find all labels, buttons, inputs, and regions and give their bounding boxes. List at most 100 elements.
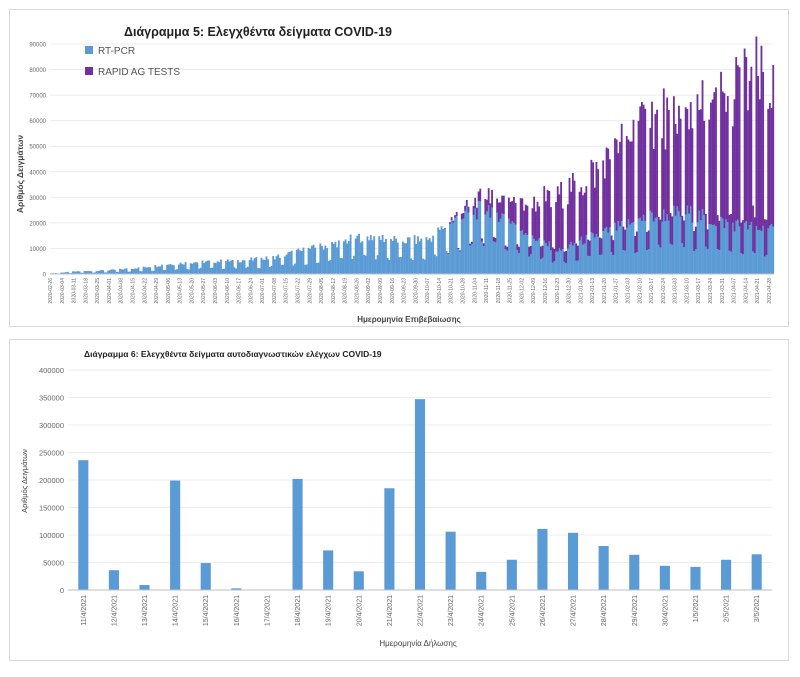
chart-5-bar-rapid-ag: [630, 141, 633, 223]
chart-5-bar-rapid-ag: [693, 231, 696, 252]
chart-5-bar-rtpcr: [144, 267, 147, 274]
chart-6-bar: [721, 559, 732, 590]
chart-5-bar-rapid-ag: [624, 229, 626, 251]
chart-5-bar-rtpcr: [568, 244, 571, 274]
chart-6-xtick-label: 30/4/2021: [662, 595, 669, 626]
chart-5-bar-rtpcr: [506, 250, 509, 274]
chart-5-bar-rtpcr: [738, 226, 741, 274]
chart-5-bar-rtpcr: [605, 226, 608, 274]
chart-6-xtick-label: 2/5/2021: [724, 595, 731, 622]
chart-5-bar-rtpcr: [363, 254, 366, 274]
chart-5-bar-rapid-ag: [770, 108, 773, 224]
chart-5-bar-rtpcr: [454, 217, 456, 274]
chart-5-bar-rapid-ag: [524, 204, 527, 234]
chart-5-bar-rapid-ag: [634, 236, 637, 253]
chart-5-bar-rtpcr: [221, 268, 224, 274]
chart-5-bar-rtpcr: [309, 248, 312, 274]
chart-5-bar-rtpcr: [730, 251, 733, 274]
chart-5-bar-rtpcr: [396, 242, 399, 274]
chart-5-bar-rtpcr: [380, 239, 382, 274]
chart-5-bar-rapid-ag: [484, 198, 487, 215]
chart-5-bar-rapid-ag: [455, 211, 458, 217]
chart-5-bar-rapid-ag: [608, 159, 611, 228]
chart-5-bar-rtpcr: [545, 243, 547, 274]
chart-5-bar-rtpcr: [132, 268, 135, 274]
chart-5-bar-rtpcr: [225, 261, 227, 274]
chart-5-bar-rtpcr: [513, 222, 515, 274]
chart-5-bar-rtpcr: [523, 234, 525, 274]
chart-5-bar-rtpcr: [304, 264, 307, 274]
chart-5-bar-rtpcr: [550, 250, 552, 274]
chart-5-bar-rapid-ag: [649, 127, 652, 211]
chart-5-bar-rtpcr: [373, 236, 376, 274]
chart-5-bar-rapid-ag: [669, 213, 672, 244]
chart-5-bar-rtpcr: [684, 214, 687, 274]
chart-5-bar-rapid-ag: [497, 202, 500, 223]
chart-5-bar-rtpcr: [398, 257, 401, 274]
chart-5-bar-rtpcr: [587, 255, 589, 274]
chart-5-bar-rtpcr: [188, 269, 190, 274]
chart-5-bar-rtpcr: [583, 243, 586, 274]
chart-5-xtick-label: 2021-02-17: [649, 278, 655, 304]
chart-5-bar-rtpcr: [750, 221, 753, 274]
chart-5-bar-rapid-ag: [541, 245, 544, 258]
chart-5-bar-rtpcr: [280, 264, 283, 274]
chart-5-xtick-label: 2020-06-10: [225, 278, 231, 304]
chart-5-xtick-label: 2020-09-23: [402, 278, 408, 304]
chart-5-bar-rtpcr: [502, 214, 505, 274]
chart-5-bar-rtpcr: [768, 225, 771, 274]
chart-5-bar-rtpcr: [356, 235, 359, 274]
chart-5-bar-rtpcr: [723, 228, 726, 274]
chart-5-bar-rapid-ag: [607, 148, 610, 233]
chart-5-bar-rapid-ag: [507, 197, 510, 219]
chart-5-bar-rapid-ag: [666, 97, 669, 215]
chart-5-bar-rtpcr: [151, 270, 153, 274]
chart-5-bar-rapid-ag: [704, 213, 707, 247]
chart-5-ytick-label: 90000: [29, 43, 46, 49]
chart-5-bar-rapid-ag: [501, 195, 504, 214]
chart-5-bar-rtpcr: [300, 250, 303, 274]
chart-5-bar-rapid-ag: [454, 215, 456, 218]
chart-5-bar-rapid-ag: [481, 238, 483, 242]
chart-5-bar-rapid-ag: [545, 201, 547, 244]
chart-5-bar-rapid-ag: [472, 205, 475, 216]
chart-5-xtick-label: 2021-03-03: [673, 278, 679, 304]
chart-5-bar-rtpcr: [536, 240, 539, 274]
chart-5-bar-rtpcr: [112, 269, 115, 274]
chart-5-bar-rtpcr: [716, 249, 719, 274]
chart-5-bar-rtpcr: [108, 270, 111, 274]
chart-5-bar-rtpcr: [285, 254, 288, 274]
chart-5-bar-rtpcr: [529, 254, 532, 274]
chart-5-bar-rtpcr: [689, 205, 692, 274]
chart-5-bar-rapid-ag: [620, 123, 623, 222]
chart-5-bar-rtpcr: [76, 271, 79, 274]
chart-5-bar-rtpcr: [438, 229, 441, 274]
chart-5-bar-rtpcr: [425, 237, 428, 274]
chart-5-bar-rtpcr: [637, 218, 640, 274]
chart-5-bar-rtpcr: [265, 256, 268, 274]
chart-5-bar-rtpcr: [603, 228, 606, 274]
chart-5-bar-rapid-ag: [760, 45, 763, 231]
chart-5-bar-rtpcr: [282, 264, 285, 274]
chart-5-bar-rtpcr: [762, 225, 765, 274]
chart-5-bar-rtpcr: [326, 248, 328, 274]
chart-5-bar-rtpcr: [647, 249, 650, 274]
chart-5-bar-rapid-ag: [489, 203, 492, 218]
chart-5-bar-rapid-ag: [539, 246, 542, 260]
chart-5-bar-rtpcr: [412, 260, 414, 274]
chart-5-bar-rapid-ag: [765, 219, 768, 255]
chart-6-xtick-label: 14/4/2021: [173, 595, 180, 626]
chart-6-bar: [690, 566, 701, 590]
chart-5-bar-rtpcr: [614, 222, 616, 274]
chart-5-bar-rtpcr: [198, 268, 201, 274]
chart-6-bar: [292, 478, 303, 590]
chart-5-bar-rtpcr: [88, 271, 91, 274]
chart-5-bar-rtpcr: [681, 243, 684, 274]
chart-5-bar-rapid-ag: [738, 67, 741, 227]
chart-5-bar-rapid-ag: [475, 207, 478, 220]
chart-5-bar-rtpcr: [514, 224, 517, 274]
chart-5-xtick-label: 2020-04-15: [131, 278, 137, 304]
chart-5-bar-rtpcr: [580, 236, 583, 274]
chart-5-bar-rtpcr: [63, 272, 66, 274]
chart-5-bar-rtpcr: [321, 246, 323, 274]
